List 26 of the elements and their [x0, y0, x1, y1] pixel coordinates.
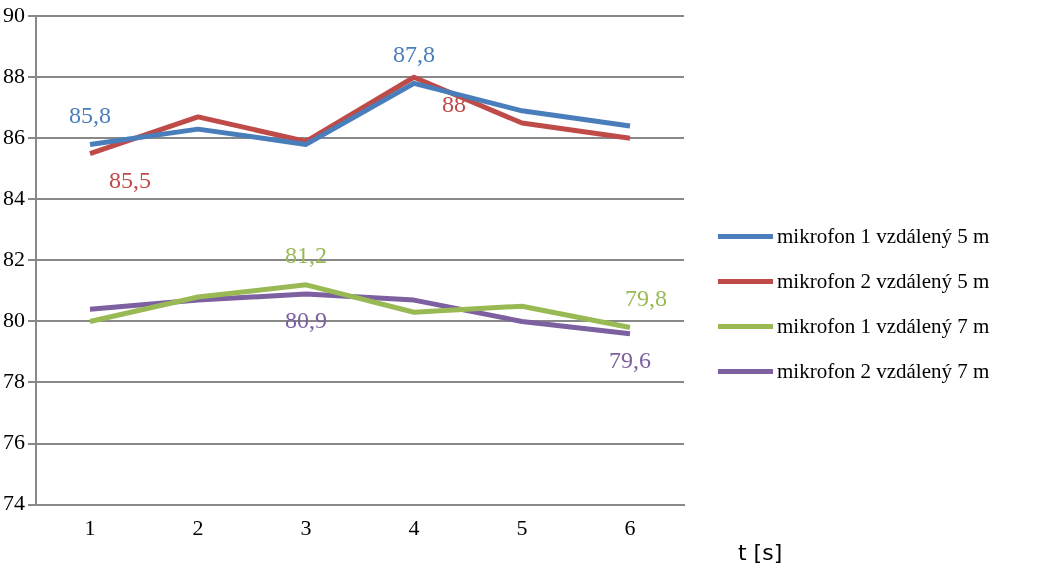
legend-label: mikrofon 2 vzdálený 7 m [777, 358, 990, 384]
x-tick-label: 6 [624, 514, 636, 540]
y-tick-label: 86 [3, 124, 25, 150]
data-label: 79,8 [625, 284, 667, 311]
x-tick-label: 4 [408, 514, 420, 540]
legend-label: mikrofon 1 vzdálený 5 m [777, 223, 990, 249]
legend-label: mikrofon 2 vzdálený 5 m [777, 268, 990, 294]
y-tick-label: 80 [3, 307, 25, 333]
y-tick-label: 88 [3, 63, 25, 89]
x-tick-label: 1 [84, 514, 96, 540]
y-tick-label: 76 [3, 429, 25, 455]
y-tick-label: 84 [3, 185, 25, 211]
legend-label: mikrofon 1 vzdálený 7 m [777, 313, 990, 339]
x-tick-label: 3 [300, 514, 312, 540]
data-label: 87,8 [393, 40, 435, 67]
x-tick-label: 5 [516, 514, 528, 540]
data-label: 85,8 [69, 101, 111, 128]
data-label: 88 [442, 90, 466, 117]
y-tick-label: 78 [3, 368, 25, 394]
y-tick-label: 74 [3, 490, 25, 516]
x-axis-title: t [s] [738, 540, 783, 565]
data-label: 79,6 [609, 346, 651, 373]
x-tick-label: 2 [192, 514, 204, 540]
y-tick-label: 90 [3, 1, 25, 27]
data-label: 85,5 [109, 166, 151, 193]
y-tick-label: 82 [3, 246, 25, 272]
